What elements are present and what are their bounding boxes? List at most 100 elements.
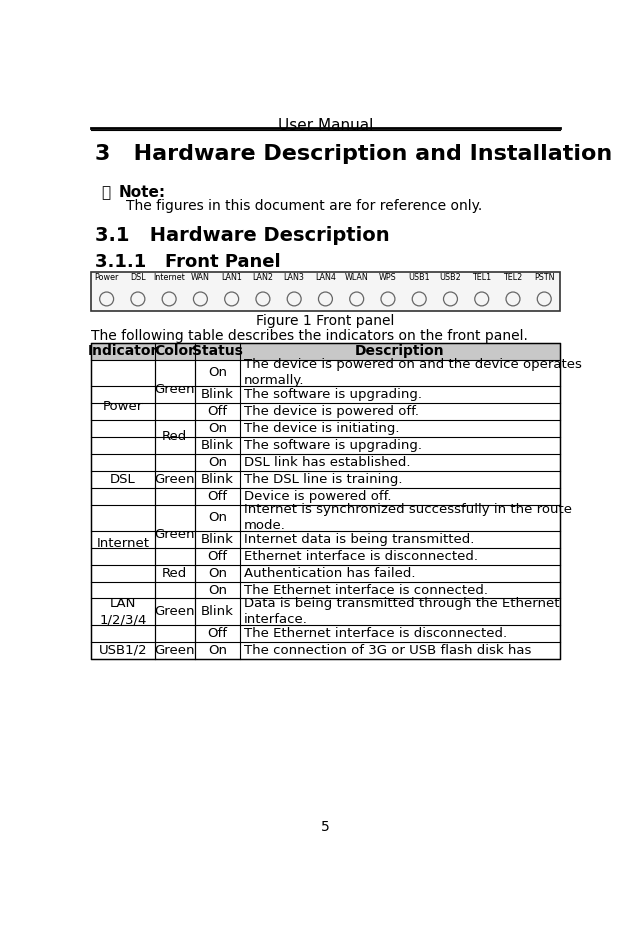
Bar: [155, 420, 194, 453]
Bar: [91, 343, 560, 659]
Circle shape: [506, 292, 520, 306]
Text: Blink: Blink: [201, 533, 234, 546]
Text: WPS: WPS: [379, 273, 397, 281]
Circle shape: [256, 292, 270, 306]
Bar: [91, 454, 154, 504]
Text: WLAN: WLAN: [345, 273, 368, 281]
Text: Ethernet interface is disconnected.: Ethernet interface is disconnected.: [244, 550, 478, 563]
Circle shape: [537, 292, 551, 306]
Bar: [155, 565, 194, 582]
Bar: [155, 360, 194, 419]
Text: On: On: [208, 644, 227, 656]
Text: Blink: Blink: [201, 605, 234, 618]
Text: Internet data is being transmitted.: Internet data is being transmitted.: [244, 533, 474, 546]
Text: Blink: Blink: [201, 473, 234, 486]
Text: 3.1.1   Front Panel: 3.1.1 Front Panel: [95, 253, 281, 271]
Bar: [91, 642, 154, 658]
Circle shape: [350, 292, 364, 306]
Text: Color: Color: [154, 344, 195, 358]
Bar: [155, 454, 194, 504]
Text: TEL2: TEL2: [504, 273, 523, 281]
Text: LAN4: LAN4: [315, 273, 336, 281]
Text: Indicator: Indicator: [88, 344, 158, 358]
Text: Figure 1 Front panel: Figure 1 Front panel: [257, 313, 394, 327]
Circle shape: [225, 292, 239, 306]
Bar: [91, 360, 154, 453]
Text: Off: Off: [207, 489, 227, 502]
Text: 5: 5: [321, 820, 330, 834]
Text: Internet: Internet: [153, 273, 185, 281]
Bar: [155, 505, 194, 564]
Text: Blink: Blink: [201, 439, 234, 452]
Text: The Ethernet interface is connected.: The Ethernet interface is connected.: [244, 583, 488, 596]
Text: Device is powered off.: Device is powered off.: [244, 489, 391, 502]
Bar: [91, 582, 154, 641]
Text: USB1: USB1: [408, 273, 430, 281]
Text: Status: Status: [192, 344, 243, 358]
Text: The software is upgrading.: The software is upgrading.: [244, 439, 422, 452]
Bar: [155, 642, 194, 658]
Text: USB1/2: USB1/2: [98, 644, 147, 656]
Text: The figures in this document are for reference only.: The figures in this document are for ref…: [126, 199, 482, 212]
Bar: [155, 582, 194, 641]
Text: User Manual: User Manual: [277, 118, 373, 133]
Text: PSTN: PSTN: [534, 273, 554, 281]
Text: On: On: [208, 422, 227, 435]
Circle shape: [162, 292, 176, 306]
Text: Red: Red: [162, 567, 187, 580]
Text: Green: Green: [154, 473, 195, 486]
Bar: [91, 505, 154, 582]
Text: On: On: [208, 583, 227, 596]
Text: Authentication has failed.: Authentication has failed.: [244, 567, 415, 580]
Text: Data is being transmitted through the Ethernet
interface.: Data is being transmitted through the Et…: [244, 597, 559, 626]
Text: Power: Power: [103, 400, 143, 413]
Bar: [91, 343, 560, 360]
Text: On: On: [208, 366, 227, 379]
Circle shape: [381, 292, 395, 306]
Text: The device is powered off.: The device is powered off.: [244, 404, 418, 418]
Text: Green: Green: [154, 644, 195, 656]
Text: Off: Off: [207, 550, 227, 563]
Text: Power: Power: [95, 273, 119, 281]
Circle shape: [319, 292, 332, 306]
Bar: [91, 272, 560, 310]
Text: On: On: [208, 456, 227, 469]
Text: Blink: Blink: [201, 388, 234, 401]
Text: DSL link has established.: DSL link has established.: [244, 456, 410, 469]
Text: The connection of 3G or USB flash disk has: The connection of 3G or USB flash disk h…: [244, 644, 531, 656]
Text: The DSL line is training.: The DSL line is training.: [244, 473, 402, 486]
Text: 3   Hardware Description and Installation: 3 Hardware Description and Installation: [95, 144, 612, 164]
Text: Off: Off: [207, 404, 227, 418]
Text: The software is upgrading.: The software is upgrading.: [244, 388, 422, 401]
Text: Red: Red: [162, 431, 187, 444]
Text: WAN: WAN: [191, 273, 210, 281]
Text: Green: Green: [154, 528, 195, 541]
Text: LAN
1/2/3/4: LAN 1/2/3/4: [99, 597, 147, 626]
Circle shape: [475, 292, 489, 306]
Circle shape: [412, 292, 426, 306]
Circle shape: [131, 292, 145, 306]
Text: Description: Description: [355, 344, 444, 358]
Circle shape: [194, 292, 208, 306]
Text: Green: Green: [154, 605, 195, 618]
Text: USB2: USB2: [439, 273, 462, 281]
Circle shape: [287, 292, 301, 306]
Text: LAN1: LAN1: [221, 273, 242, 281]
Text: Internet is synchronized successfully in the route
mode.: Internet is synchronized successfully in…: [244, 503, 572, 532]
Text: 3.1   Hardware Description: 3.1 Hardware Description: [95, 226, 389, 245]
Text: The Ethernet interface is disconnected.: The Ethernet interface is disconnected.: [244, 626, 507, 639]
Text: 📖: 📖: [101, 185, 110, 200]
Text: The device is initiating.: The device is initiating.: [244, 422, 399, 435]
Text: Green: Green: [154, 383, 195, 396]
Text: DSL: DSL: [110, 473, 136, 486]
Text: TEL1: TEL1: [472, 273, 491, 281]
Text: LAN3: LAN3: [284, 273, 305, 281]
Text: On: On: [208, 511, 227, 524]
Text: DSL: DSL: [130, 273, 145, 281]
Text: The following table describes the indicators on the front panel.: The following table describes the indica…: [91, 329, 528, 343]
Circle shape: [443, 292, 457, 306]
Text: Note:: Note:: [118, 185, 165, 200]
Text: Off: Off: [207, 626, 227, 639]
Text: LAN2: LAN2: [253, 273, 274, 281]
Circle shape: [100, 292, 114, 306]
